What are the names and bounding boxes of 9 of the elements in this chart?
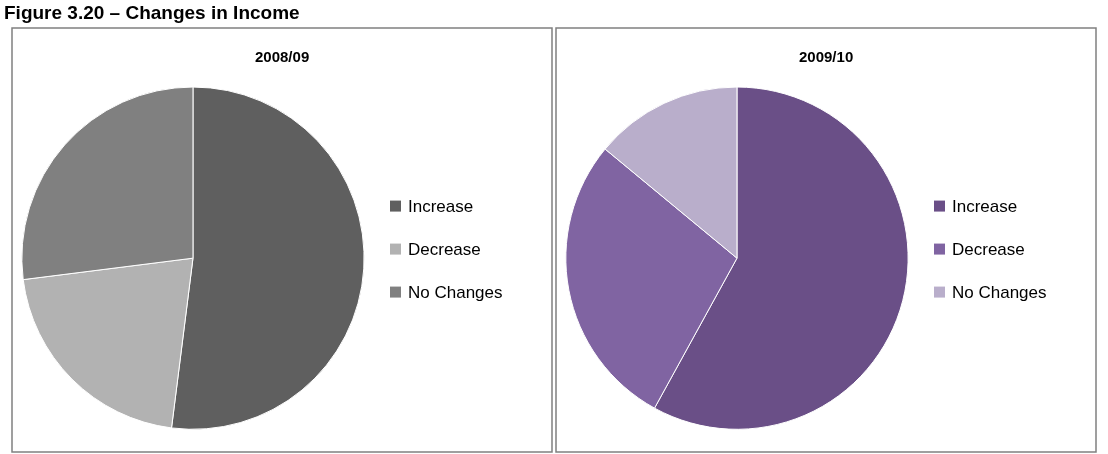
legend-label: No Changes bbox=[408, 283, 503, 302]
chart-title: 2008/09 bbox=[255, 48, 310, 65]
legend-label: Increase bbox=[952, 197, 1018, 216]
legend-label: Decrease bbox=[952, 240, 1025, 259]
chart-title: 2009/10 bbox=[799, 48, 854, 65]
legend-label: Decrease bbox=[408, 240, 481, 259]
caption: Figure 3.20 – Changes in Income bbox=[4, 2, 300, 23]
legend-label: Increase bbox=[408, 197, 474, 216]
legend-label: No Changes bbox=[952, 283, 1047, 302]
